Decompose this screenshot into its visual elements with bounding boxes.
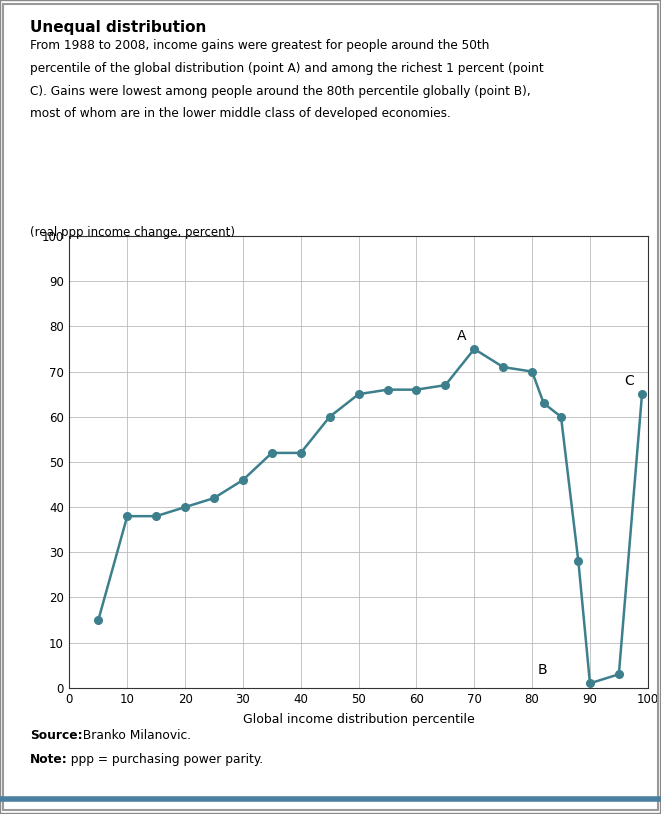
Text: Branko Milanovic.: Branko Milanovic. [75, 729, 191, 742]
Text: most of whom are in the lower middle class of developed economies.: most of whom are in the lower middle cla… [30, 107, 451, 120]
Text: Note:: Note: [30, 753, 67, 766]
Text: percentile of the global distribution (point A) and among the richest 1 percent : percentile of the global distribution (p… [30, 62, 543, 75]
X-axis label: Global income distribution percentile: Global income distribution percentile [243, 713, 475, 726]
Text: C). Gains were lowest among people around the 80th percentile globally (point B): C). Gains were lowest among people aroun… [30, 85, 530, 98]
Text: From 1988 to 2008, income gains were greatest for people around the 50th: From 1988 to 2008, income gains were gre… [30, 39, 489, 52]
Text: (real ppp income change, percent): (real ppp income change, percent) [30, 226, 235, 239]
Text: ppp = purchasing power parity.: ppp = purchasing power parity. [63, 753, 263, 766]
Text: B: B [538, 663, 547, 677]
Text: C: C [625, 374, 635, 388]
Text: Source:: Source: [30, 729, 83, 742]
Text: Unequal distribution: Unequal distribution [30, 20, 206, 35]
Text: A: A [457, 329, 467, 343]
